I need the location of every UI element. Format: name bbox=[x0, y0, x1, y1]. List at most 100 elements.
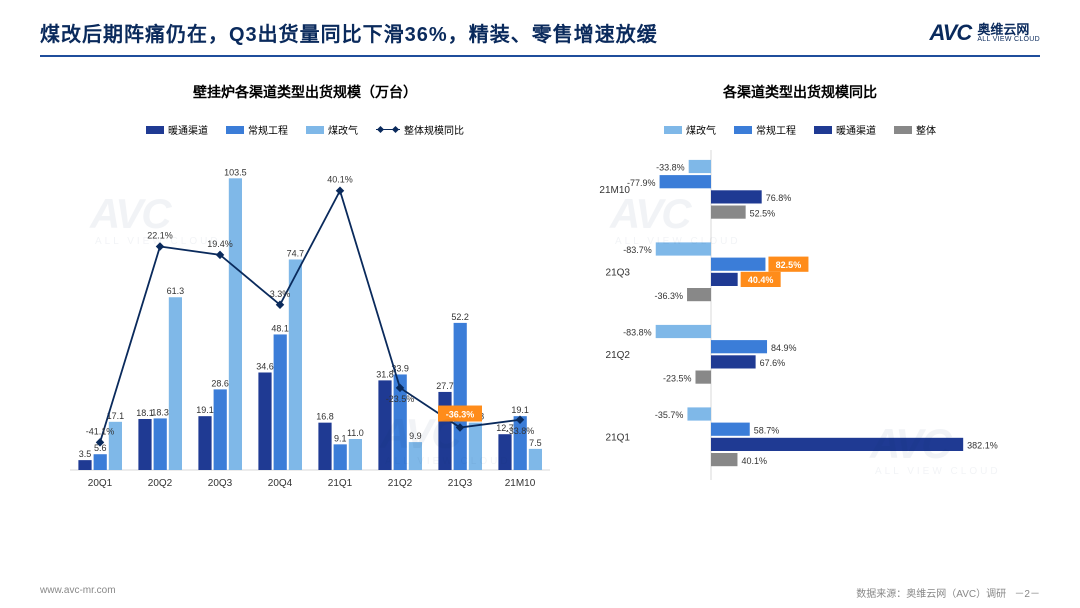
x-axis-label: 21Q1 bbox=[328, 478, 353, 489]
x-axis-label: 21M10 bbox=[505, 478, 536, 489]
bar bbox=[454, 323, 467, 470]
line-label: -41.1% bbox=[86, 426, 115, 436]
page-title: 煤改后期阵痛仍在，Q3出货量同比下滑36%，精装、零售增速放缓 bbox=[40, 18, 658, 47]
bar bbox=[94, 454, 107, 470]
right-chart-legend: 煤改气 常规工程 暖通渠道 整体 bbox=[590, 122, 1010, 137]
bar-label: 52.2 bbox=[451, 312, 469, 322]
line-label: 3.3% bbox=[270, 289, 291, 299]
bar-label: 3.5 bbox=[79, 449, 92, 459]
bar-label: 9.1 bbox=[334, 433, 347, 443]
bar bbox=[169, 297, 182, 470]
bar-label: 18.3 bbox=[151, 407, 169, 417]
bar-label: 61.3 bbox=[167, 286, 185, 296]
bar bbox=[138, 419, 151, 470]
hbar bbox=[689, 160, 711, 173]
hbar-label: 40.1% bbox=[741, 456, 767, 466]
x-axis-label: 20Q2 bbox=[148, 478, 173, 489]
bar bbox=[78, 460, 91, 470]
bar bbox=[274, 334, 287, 470]
logo-abbr: AVC bbox=[929, 20, 971, 46]
hbar bbox=[687, 407, 711, 420]
legend-item: 暖通渠道 bbox=[146, 122, 208, 137]
bar-label: 34.6 bbox=[256, 361, 274, 371]
y-axis-label: 21Q1 bbox=[606, 432, 631, 443]
hbar-label: -83.8% bbox=[623, 328, 652, 338]
legend-item: 暖通渠道 bbox=[814, 122, 876, 137]
logo-cn: 奥维云网 bbox=[977, 23, 1040, 36]
left-chart-legend: 暖通渠道常规工程煤改气整体规模同比 bbox=[50, 122, 560, 137]
bar bbox=[529, 449, 542, 470]
hbar bbox=[711, 355, 756, 368]
bar bbox=[514, 416, 527, 470]
hbar bbox=[687, 288, 711, 301]
legend-item: 整体规模同比 bbox=[376, 122, 464, 137]
bar bbox=[229, 178, 242, 470]
y-axis-label: 21Q2 bbox=[606, 350, 631, 361]
legend-item: 煤改气 bbox=[664, 122, 716, 137]
bar bbox=[349, 439, 362, 470]
hbar-label: 40.4% bbox=[748, 275, 774, 285]
footer-right: 数据来源：奥维云网（AVC）调研 －2－ bbox=[856, 585, 1040, 600]
bar-label: 9.9 bbox=[409, 431, 422, 441]
callout-label: -36.3% bbox=[446, 410, 475, 420]
bar bbox=[318, 423, 331, 470]
footer: www.avc-mr.com 数据来源：奥维云网（AVC）调研 －2－ bbox=[0, 585, 1080, 600]
hbar bbox=[695, 371, 711, 384]
bar-label: 74.7 bbox=[287, 248, 305, 258]
bar-label: 48.1 bbox=[271, 323, 289, 333]
hbar bbox=[711, 190, 762, 203]
bar-label: 28.6 bbox=[211, 378, 229, 388]
hbar-label: -33.8% bbox=[656, 163, 685, 173]
line-label: -23.5% bbox=[386, 394, 415, 404]
bar-label: 19.1 bbox=[511, 405, 529, 415]
hbar-label: -36.3% bbox=[655, 291, 684, 301]
footer-source: 数据来源：奥维云网（AVC）调研 bbox=[856, 589, 1006, 600]
hbar bbox=[711, 273, 738, 286]
bar-label: 11.0 bbox=[347, 428, 364, 438]
x-axis-label: 21Q2 bbox=[388, 478, 413, 489]
header: 煤改后期阵痛仍在，Q3出货量同比下滑36%，精装、零售增速放缓 AVC 奥维云网… bbox=[0, 0, 1080, 47]
logo-en: ALL VIEW CLOUD bbox=[977, 36, 1040, 43]
hbar bbox=[656, 325, 711, 338]
x-axis-label: 21Q3 bbox=[448, 478, 473, 489]
hbar bbox=[711, 340, 767, 353]
y-axis-label: 21Q3 bbox=[606, 267, 631, 278]
footer-page: －2－ bbox=[1014, 589, 1040, 600]
bar bbox=[214, 389, 227, 470]
line-marker bbox=[336, 186, 344, 194]
left-chart-svg: 3.518.119.134.616.831.827.712.75.618.328… bbox=[50, 145, 560, 495]
left-chart-title: 壁挂炉各渠道类型出货规模（万台） bbox=[50, 82, 560, 102]
hbar bbox=[660, 175, 711, 188]
x-axis-label: 20Q4 bbox=[268, 478, 293, 489]
hbar-label: 67.6% bbox=[760, 358, 786, 368]
hbar-label: -35.7% bbox=[655, 410, 684, 420]
hbar-label: -77.9% bbox=[627, 178, 656, 188]
hbar bbox=[711, 438, 963, 451]
line-label: -33.8% bbox=[506, 426, 535, 436]
hbar bbox=[711, 423, 750, 436]
bar bbox=[198, 416, 211, 470]
hbar-label: 52.5% bbox=[750, 208, 776, 218]
bar bbox=[258, 372, 271, 470]
x-axis-label: 20Q1 bbox=[88, 478, 113, 489]
line-label: 40.1% bbox=[327, 175, 353, 185]
x-axis-label: 20Q3 bbox=[208, 478, 233, 489]
legend-item: 常规工程 bbox=[734, 122, 796, 137]
right-chart-title: 各渠道类型出货规模同比 bbox=[590, 82, 1010, 102]
hbar bbox=[711, 453, 737, 466]
bar-label: 103.5 bbox=[224, 167, 247, 177]
bar bbox=[289, 259, 302, 470]
bar bbox=[154, 418, 167, 470]
hbar-label: 58.7% bbox=[754, 425, 780, 435]
hbar-label: 76.8% bbox=[766, 193, 792, 203]
y-axis-label: 21M10 bbox=[599, 185, 630, 196]
bar bbox=[334, 444, 347, 470]
brand-logo: AVC 奥维云网 ALL VIEW CLOUD bbox=[929, 20, 1040, 46]
left-chart: 壁挂炉各渠道类型出货规模（万台） 暖通渠道常规工程煤改气整体规模同比 3.5 18… bbox=[50, 82, 560, 495]
legend-item: 整体 bbox=[894, 122, 936, 137]
bar-label: 7.5 bbox=[529, 438, 542, 448]
hbar bbox=[711, 206, 746, 219]
hbar-label: 82.5% bbox=[776, 260, 802, 270]
hbar-label: 382.1% bbox=[967, 441, 998, 451]
bar-label: 19.1 bbox=[196, 405, 214, 415]
